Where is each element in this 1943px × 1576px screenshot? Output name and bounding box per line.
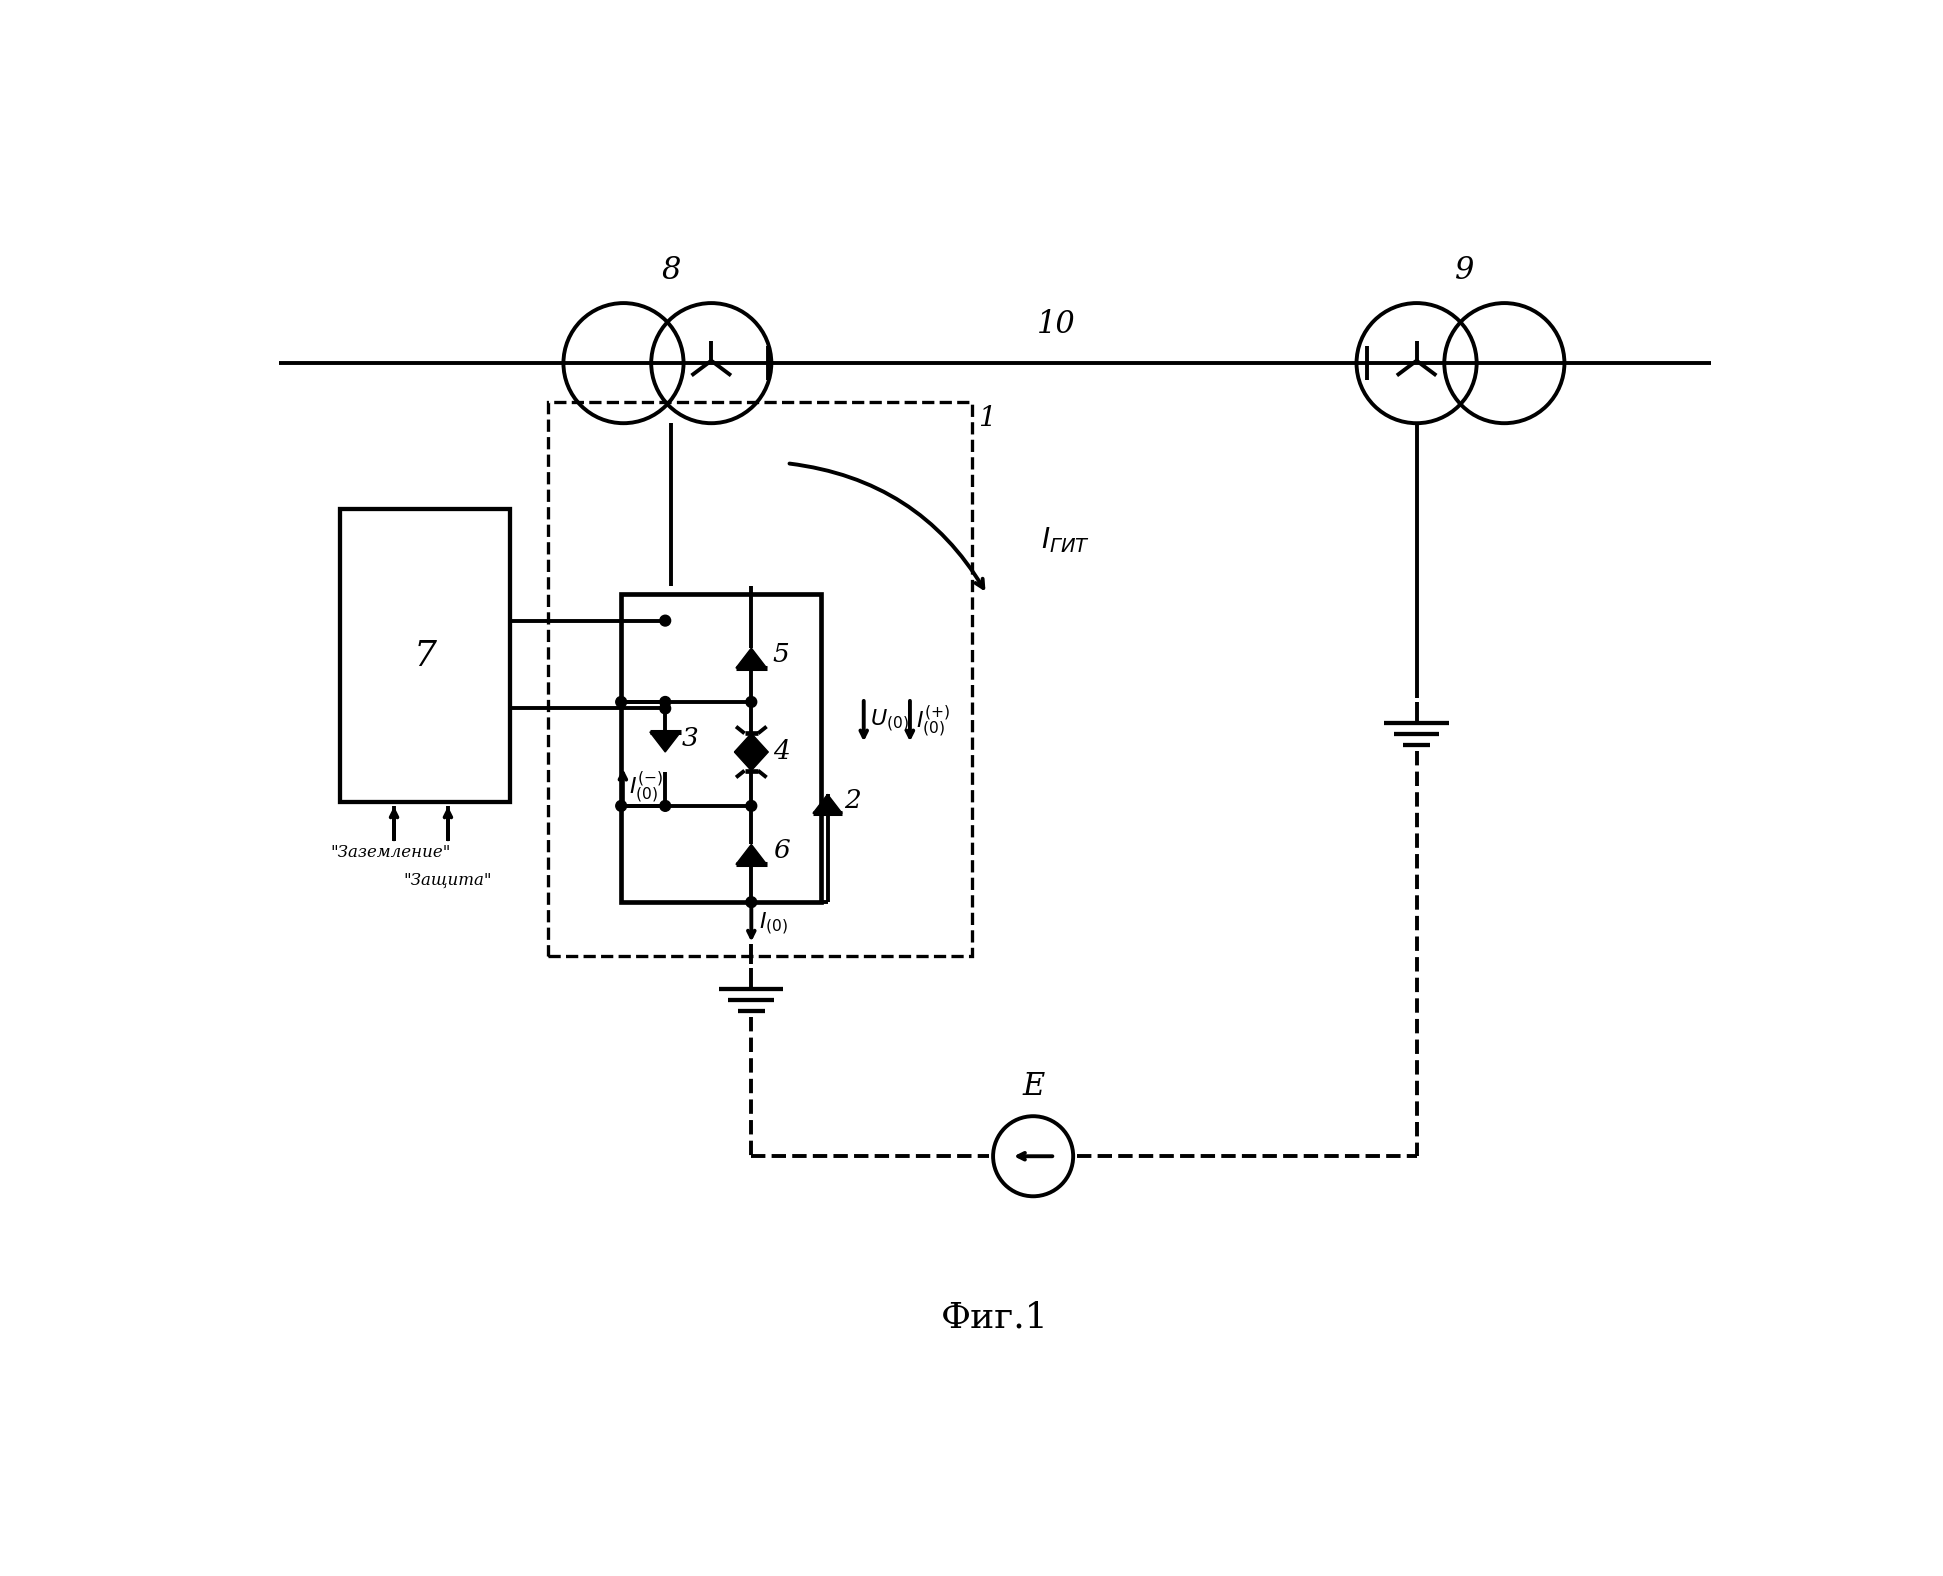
Bar bbox=[548, 402, 972, 957]
Circle shape bbox=[661, 703, 670, 714]
Text: 8: 8 bbox=[661, 255, 680, 287]
Polygon shape bbox=[734, 752, 767, 771]
Text: 5: 5 bbox=[773, 641, 789, 667]
Text: "Защита": "Защита" bbox=[404, 872, 492, 889]
Text: $I_{(0)}^{(-)}$: $I_{(0)}^{(-)}$ bbox=[630, 769, 663, 804]
Text: 7: 7 bbox=[414, 638, 437, 673]
Text: Фиг.1: Фиг.1 bbox=[940, 1300, 1049, 1335]
Text: 9: 9 bbox=[1455, 255, 1475, 287]
Polygon shape bbox=[736, 648, 767, 668]
Text: $U_{(0)}$: $U_{(0)}$ bbox=[870, 708, 909, 734]
Polygon shape bbox=[736, 845, 767, 864]
Circle shape bbox=[616, 697, 626, 708]
Bar bbox=[340, 509, 509, 802]
Polygon shape bbox=[734, 733, 767, 752]
Text: $I_{ГИТ}$: $I_{ГИТ}$ bbox=[1041, 525, 1090, 555]
Circle shape bbox=[661, 615, 670, 626]
Polygon shape bbox=[812, 794, 841, 813]
Bar bbox=[622, 594, 822, 901]
Circle shape bbox=[661, 801, 670, 812]
Text: "Заземление": "Заземление" bbox=[330, 845, 451, 862]
Circle shape bbox=[616, 801, 626, 812]
Polygon shape bbox=[649, 731, 680, 752]
Circle shape bbox=[746, 801, 756, 812]
Text: 10: 10 bbox=[1038, 309, 1076, 340]
Text: 1: 1 bbox=[977, 405, 995, 432]
Text: 2: 2 bbox=[845, 788, 861, 813]
Text: $I_{(0)}^{(+)}$: $I_{(0)}^{(+)}$ bbox=[915, 703, 950, 739]
Circle shape bbox=[746, 897, 756, 908]
Text: 4: 4 bbox=[773, 739, 789, 764]
Text: $I_{(0)}$: $I_{(0)}$ bbox=[760, 911, 789, 938]
Text: E: E bbox=[1022, 1072, 1043, 1102]
Circle shape bbox=[746, 697, 756, 708]
Circle shape bbox=[661, 697, 670, 708]
Text: 3: 3 bbox=[682, 725, 699, 750]
Text: 6: 6 bbox=[773, 838, 789, 864]
